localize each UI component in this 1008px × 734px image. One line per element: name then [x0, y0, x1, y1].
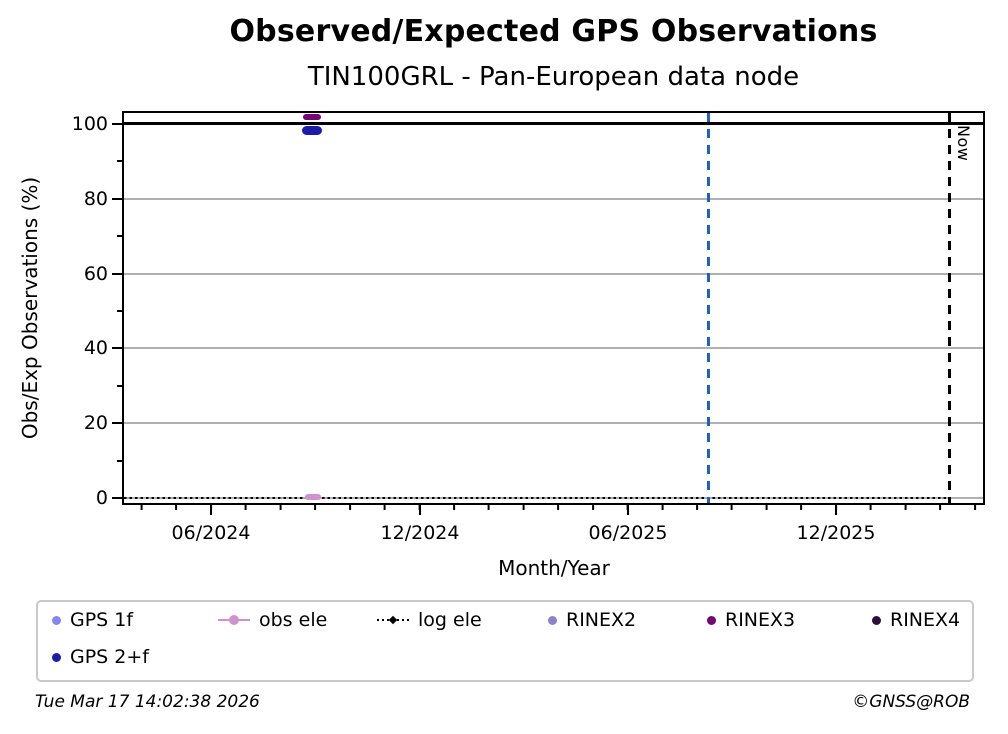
x-tick-122025	[835, 505, 837, 515]
x-axis-label: Month/Year	[498, 556, 610, 580]
y-tick-80	[112, 198, 122, 200]
y-tick-label-100: 100	[71, 113, 108, 135]
y-minor-tick	[117, 310, 122, 312]
now-line-label: Now	[954, 125, 973, 162]
legend-item-gps1f: GPS 1f	[52, 608, 133, 632]
y-minor-tick	[117, 160, 122, 162]
rinex3-marker-icon	[707, 615, 716, 625]
rinex4-marker-icon	[872, 615, 881, 625]
gridline-80	[124, 198, 983, 200]
y-tick-60	[112, 273, 122, 275]
legend-item-gps2f: GPS 2+f	[52, 645, 149, 669]
y-tick-100	[112, 123, 122, 125]
legend-label: RINEX2	[566, 609, 637, 631]
y-axis-label: Obs/Exp Observations (%)	[18, 176, 42, 440]
y-tick-label-80: 80	[83, 188, 108, 210]
x-tick-062025	[627, 505, 629, 515]
y-tick-label-60: 60	[83, 263, 108, 285]
log-ele-marker-icon	[377, 614, 409, 626]
timestamp: Tue Mar 17 14:02:38 2026	[35, 692, 260, 712]
gridline-60	[124, 273, 983, 275]
x-tick-label-062024: 06/2024	[171, 522, 251, 544]
obs-ele-marker-icon	[218, 614, 250, 626]
rinex3-data-cluster	[303, 114, 321, 120]
credit: ©GNSS@ROB	[852, 692, 970, 712]
gridline-20	[124, 422, 983, 424]
vertical-marker-line-blue	[707, 113, 710, 503]
log-ele-series-line	[124, 497, 950, 499]
legend-label: obs ele	[259, 609, 328, 631]
chart-title: Observed/Expected GPS Observations	[229, 14, 878, 49]
legend-item-log-ele: log ele	[377, 608, 482, 632]
plot-area: Now	[122, 111, 985, 505]
legend-item-rinex2: RINEX2	[548, 608, 636, 632]
y-tick-label-20: 20	[83, 412, 108, 434]
obs-ele-data-cluster	[305, 494, 321, 500]
x-tick-label-122025: 12/2025	[796, 522, 876, 544]
rinex2-marker-icon	[548, 615, 557, 625]
legend-item-obs-ele: obs ele	[218, 608, 327, 632]
y-tick-0	[112, 497, 122, 499]
legend-label: RINEX3	[725, 609, 796, 631]
legend-label: GPS 2+f	[70, 646, 149, 668]
legend-item-rinex3: RINEX3	[707, 608, 795, 632]
x-tick-122024	[419, 505, 421, 515]
gps2f-data-cluster	[302, 126, 322, 135]
gps1f-marker-icon	[52, 615, 61, 625]
legend-label: GPS 1f	[70, 609, 134, 631]
y-minor-tick	[117, 235, 122, 237]
y-tick-label-0: 0	[95, 487, 108, 509]
x-tick-label-062025: 06/2025	[588, 522, 668, 544]
x-tick-label-122024: 12/2024	[380, 522, 460, 544]
gridline-40	[124, 347, 983, 349]
chart-subtitle: TIN100GRL - Pan-European data node	[307, 62, 800, 92]
now-line	[948, 113, 951, 503]
gps2f-marker-icon	[52, 652, 61, 662]
reference-line-100pct	[124, 122, 983, 125]
legend-item-rinex4: RINEX4	[872, 608, 960, 632]
legend-label: RINEX4	[890, 609, 961, 631]
x-tick-062024	[210, 505, 212, 515]
y-tick-20	[112, 422, 122, 424]
legend-box: GPS 1f obs ele log ele RINEX2 RINEX3	[36, 600, 974, 682]
y-tick-label-40: 40	[83, 337, 108, 359]
legend-label: log ele	[418, 609, 482, 631]
y-minor-tick	[117, 385, 122, 387]
y-minor-tick	[117, 460, 122, 462]
y-tick-40	[112, 347, 122, 349]
x-minor-ticks	[124, 505, 983, 510]
